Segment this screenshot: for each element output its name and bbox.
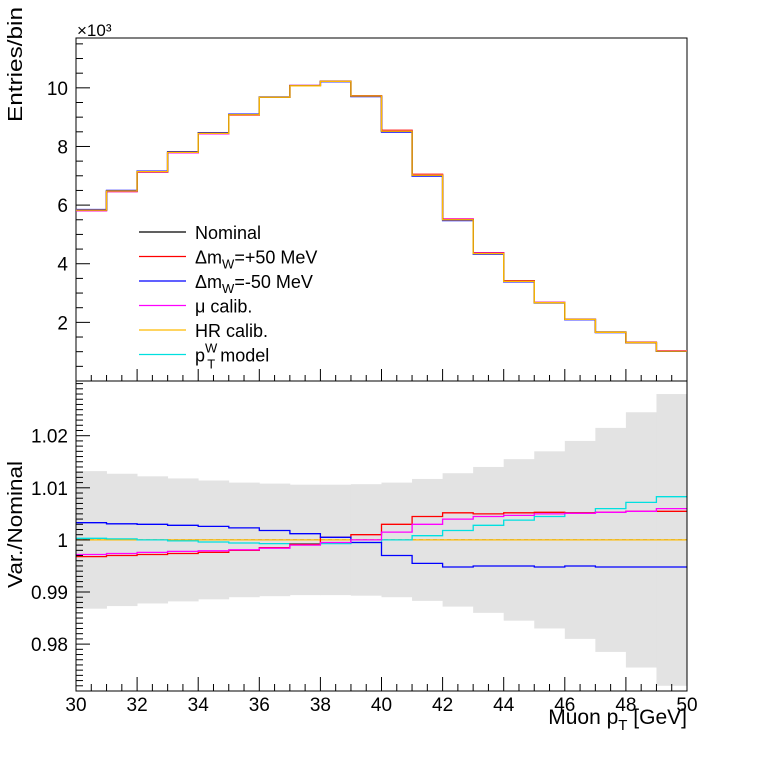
legend-label-sup: W (205, 341, 218, 356)
legend-label-m-w-50-mev: ΔmW=-50 MeV (195, 272, 313, 296)
ratio-y-tick-label: 0.99 (31, 583, 68, 604)
top-y-tick-label: 4 (57, 255, 68, 276)
legend-label-base: p (195, 346, 205, 366)
legend-label-base: Nominal (195, 223, 261, 243)
top-y-ticks: 2 4 6 8 10 (47, 43, 90, 367)
ratio-y-ticks: 0.98 0.99 1 1.01 1.02 (31, 383, 90, 692)
top-series-hr-calib (76, 80, 687, 352)
x-tick-label: 40 (371, 695, 392, 716)
x-axis-label-tail: [GeV] (627, 706, 687, 729)
top-scale-label: ×10³ (77, 21, 112, 40)
legend-label-calib: μ calib. (195, 297, 252, 317)
x-axis-label-base: Muon p (548, 706, 618, 729)
legend-label-base: HR calib. (195, 321, 268, 341)
ratio-y-tick-label: 1.01 (31, 479, 68, 500)
legend-label-base: Δm (195, 248, 222, 268)
legend-label-base: μ calib. (195, 297, 252, 317)
x-tick-label: 30 (65, 695, 86, 716)
legend-label-tail: model (215, 346, 269, 366)
legend-label-p-t-w-model: pW T model (195, 341, 269, 372)
top-series-group (76, 80, 687, 353)
x-tick-label: 50 (676, 695, 697, 716)
x-tick-label: 38 (310, 695, 331, 716)
top-y-tick-label: 2 (57, 313, 68, 334)
legend-label-hr-calib: HR calib. (195, 321, 268, 341)
ratio-x-ticks: 30 32 34 36 38 40 42 44 46 48 50 (65, 677, 698, 716)
x-axis-label-sub: T (618, 717, 627, 734)
x-tick-label: 42 (432, 695, 453, 716)
legend-label-nominal: Nominal (195, 223, 261, 243)
x-tick-label: 48 (615, 695, 636, 716)
top-x-ticks (75, 369, 688, 381)
legend-label-base: Δm (195, 272, 222, 292)
x-tick-label: 36 (249, 695, 270, 716)
legend-label-sub: W (222, 257, 235, 272)
x-tick-label: 46 (554, 695, 575, 716)
top-y-tick-label: 10 (47, 79, 68, 100)
legend-label-m-w-50-mev: ΔmW=+50 MeV (195, 248, 317, 272)
legend-label-sub: T (207, 357, 215, 372)
x-tick-label: 32 (127, 695, 148, 716)
ratio-panel: 0.98 0.99 1 1.01 1.02 30 32 34 36 38 40 42 44 46 48 50… (5, 380, 698, 734)
ratio-y-tick-label: 1.02 (31, 427, 68, 448)
x-tick-label: 34 (188, 695, 210, 716)
x-tick-label: 44 (493, 695, 515, 716)
legend-label-tail: =+50 MeV (234, 248, 317, 268)
x-axis-label: Muon pT [GeV] (548, 706, 687, 734)
ratio-series-calib (76, 507, 687, 556)
ratio-series-group (76, 496, 687, 568)
top-y-axis-label: Entries/bin (5, 7, 27, 122)
top-y-tick-label: 6 (57, 196, 68, 217)
ratio-y-tick-label: 1 (57, 531, 68, 552)
ratio-y-axis-label: Var./Nominal (5, 461, 27, 588)
legend-label-tail: =-50 MeV (234, 272, 313, 292)
ratio-y-tick-label: 0.98 (31, 635, 68, 656)
top-y-tick-label: 8 (57, 137, 68, 158)
legend-label-sub: W (222, 281, 235, 296)
